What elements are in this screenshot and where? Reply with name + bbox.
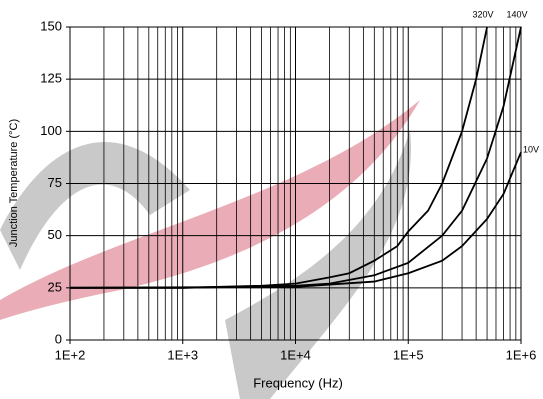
x-tick-label: 1E+3 bbox=[167, 347, 198, 362]
y-tick-label: 25 bbox=[48, 279, 62, 294]
x-tick-label: 1E+6 bbox=[506, 347, 537, 362]
series-line bbox=[69, 151, 522, 289]
watermark-gray-band bbox=[225, 130, 411, 399]
series-label: 320V bbox=[473, 9, 494, 19]
y-axis-label: Junction Temperature (°C) bbox=[8, 119, 20, 247]
x-tick-label: 1E+4 bbox=[280, 347, 311, 362]
watermark-gray-band bbox=[0, 142, 190, 270]
y-tick-label: 75 bbox=[48, 175, 62, 190]
x-tick-label: 1E+5 bbox=[393, 347, 424, 362]
x-tick-label: 1E+2 bbox=[55, 347, 86, 362]
y-tick-label: 125 bbox=[40, 71, 62, 86]
x-axis-label: Frequency (Hz) bbox=[253, 375, 343, 390]
y-tick-label: 100 bbox=[40, 123, 62, 138]
plot-frame bbox=[69, 26, 522, 341]
y-tick-label: 0 bbox=[55, 331, 62, 346]
watermark bbox=[0, 100, 420, 399]
series-label: 140V bbox=[506, 9, 527, 19]
series-label: 10V bbox=[523, 145, 539, 155]
watermark-red-band bbox=[0, 100, 420, 320]
y-tick-label: 50 bbox=[48, 227, 62, 242]
y-tick-label: 150 bbox=[40, 18, 62, 33]
